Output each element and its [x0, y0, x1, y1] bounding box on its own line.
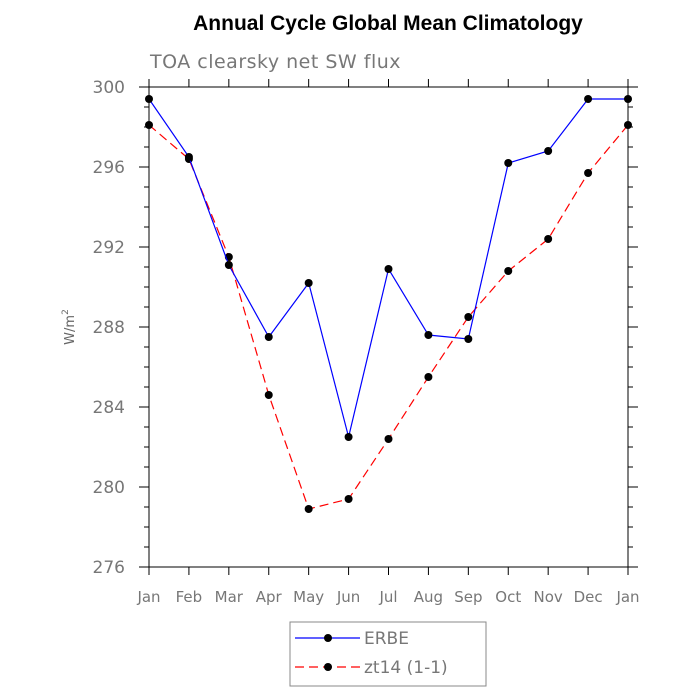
data-point	[464, 313, 473, 321]
data-point	[424, 331, 433, 339]
y-tick-label: 276	[93, 558, 125, 578]
legend: ERBE zt14 (1-1)	[289, 621, 487, 687]
x-tick-label: Mar	[215, 588, 244, 606]
y-axis-label-base: W/m	[63, 315, 78, 345]
data-point	[584, 95, 593, 103]
legend-marker	[324, 663, 332, 671]
x-tick-label: Feb	[176, 588, 203, 606]
x-tick-label: Jan	[615, 588, 639, 606]
data-point	[224, 261, 233, 269]
data-point	[624, 95, 632, 103]
data-point	[304, 505, 313, 513]
x-tick-label: Aug	[414, 588, 443, 606]
data-point	[464, 335, 473, 343]
x-tick-label: Jan	[136, 588, 160, 606]
x-tick-label: Jul	[378, 588, 397, 606]
chart-subtitle: TOA clearsky net SW flux	[149, 51, 401, 73]
chart-title: Annual Cycle Global Mean Climatology	[193, 12, 583, 35]
x-tick-label: Dec	[574, 588, 603, 606]
data-point	[424, 373, 433, 381]
data-point	[504, 267, 513, 275]
data-point	[544, 235, 553, 243]
data-point	[344, 495, 353, 503]
series-line-zt14	[148, 124, 629, 510]
legend-box	[289, 621, 487, 687]
data-point	[145, 95, 153, 103]
data-point	[145, 121, 153, 129]
legend-marker	[324, 634, 332, 642]
data-point	[264, 391, 273, 399]
x-tick-label: May	[293, 588, 324, 606]
data-point	[544, 147, 553, 155]
x-tick-label: Nov	[534, 588, 563, 606]
data-point	[344, 433, 353, 441]
data-point	[624, 121, 632, 129]
y-tick-label: 284	[93, 398, 125, 418]
data-point	[304, 279, 313, 287]
x-tick-label: Apr	[256, 588, 283, 606]
x-tick-label: Oct	[495, 588, 521, 606]
y-axis-label-sup: 2	[61, 309, 71, 315]
plot-frame	[148, 86, 629, 568]
x-tick-label: Sep	[454, 588, 482, 606]
y-tick-label: 280	[93, 478, 125, 498]
y-axis-label: W/m2	[61, 309, 78, 345]
y-tick-label: 288	[93, 318, 125, 338]
data-point	[584, 169, 593, 177]
data-point	[264, 333, 273, 341]
axes-group: 276 280 284 288 292 296 300 Jan Feb Mar Apr May Jun J…	[93, 78, 640, 606]
legend-label: zt14 (1-1)	[364, 658, 448, 678]
legend-label: ERBE	[364, 629, 409, 649]
data-point	[504, 159, 513, 167]
x-tick-label: Jun	[336, 588, 360, 606]
y-tick-label: 300	[93, 78, 125, 98]
series-layer	[145, 95, 632, 513]
y-tick-label: 292	[93, 238, 125, 258]
y-tick-label: 296	[93, 158, 125, 178]
data-point	[384, 435, 393, 443]
data-point	[384, 265, 393, 273]
data-point	[184, 153, 193, 161]
legend-items: ERBE zt14 (1-1)	[295, 629, 448, 678]
